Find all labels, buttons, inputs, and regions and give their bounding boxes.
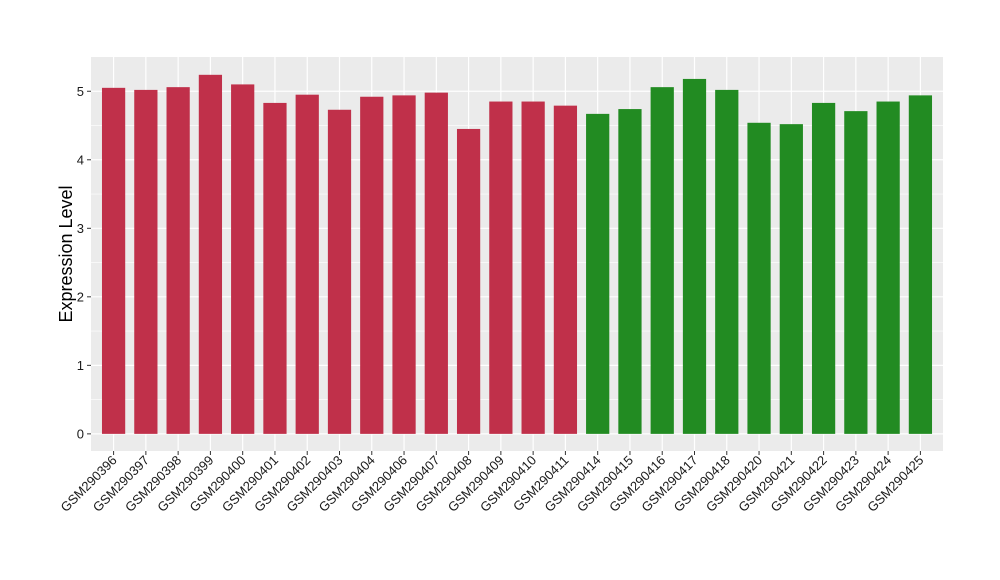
bar-GSM290396 (101, 87, 126, 434)
bar-GSM290403 (327, 109, 352, 434)
bar-GSM290409 (489, 101, 513, 434)
x-axis: GSM290396GSM290397GSM290398GSM290399GSM2… (57, 451, 927, 515)
bar-GSM290423 (844, 111, 868, 434)
bar-GSM290399 (198, 74, 223, 434)
bar-GSM290411 (553, 105, 578, 434)
bar-GSM290425 (908, 95, 933, 434)
bar-GSM290408 (456, 128, 481, 434)
bar-GSM290404 (360, 96, 384, 434)
bar-GSM290424 (876, 101, 900, 434)
bar-GSM290406 (392, 95, 416, 434)
bar-GSM290415 (618, 109, 642, 434)
bar-GSM290418 (715, 89, 739, 434)
y-tick-label: 2 (77, 289, 84, 304)
y-tick-label: 1 (77, 358, 84, 373)
bar-GSM290414 (586, 113, 610, 434)
bar-GSM290407 (424, 92, 448, 434)
y-tick-label: 5 (77, 84, 84, 99)
bar-GSM290398 (166, 87, 190, 434)
y-axis: 0 1 2 3 4 5 (77, 84, 91, 441)
bar-GSM290397 (134, 89, 158, 434)
bar-GSM290410 (521, 101, 545, 434)
bar-GSM290400 (231, 84, 255, 434)
bar-GSM290417 (682, 78, 707, 434)
bar-GSM290422 (811, 102, 836, 434)
bar-GSM290420 (747, 122, 771, 434)
bars (101, 74, 933, 434)
bar-GSM290401 (263, 102, 287, 434)
y-tick-label: 3 (77, 221, 84, 236)
bar-GSM290416 (650, 87, 674, 434)
y-axis-title: Expression Level (56, 185, 76, 322)
bar-GSM290402 (295, 94, 319, 434)
y-tick-label: 0 (77, 426, 84, 441)
y-tick-label: 4 (77, 152, 84, 167)
bar-GSM290421 (779, 124, 803, 434)
